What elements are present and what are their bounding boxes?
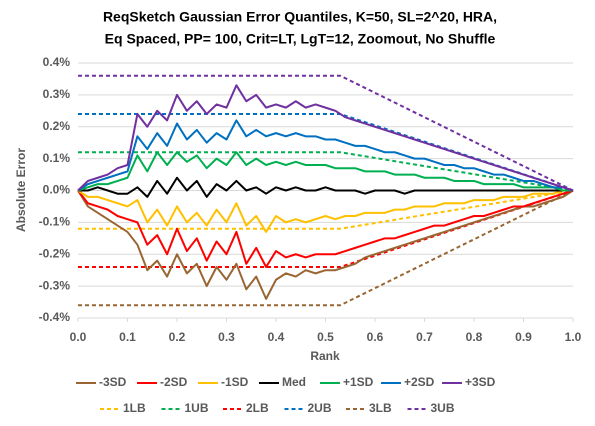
series-line [78, 189, 574, 268]
legend-label: 3LB [369, 401, 392, 415]
y-tick-label: 0.2% [43, 119, 71, 133]
x-tick-label: 0.5 [317, 330, 334, 344]
series-line [78, 189, 574, 307]
legend-label: 2LB [246, 401, 269, 415]
y-tick-label: -0.1% [39, 215, 71, 229]
y-tick-label: -0.2% [39, 246, 71, 260]
y-tick-label: 0.4% [43, 55, 71, 69]
x-tick-label: 0.4 [268, 330, 285, 344]
y-tick-label: 0.0% [43, 183, 71, 197]
y-tick-label: -0.4% [39, 310, 71, 324]
x-tick-label: 1.0 [565, 330, 582, 344]
chart-title: Eq Spaced, PP= 100, Crit=LT, LgT=12, Zoo… [105, 31, 496, 47]
y-tick-label: 0.3% [43, 87, 71, 101]
x-tick-label: 0.1 [119, 330, 136, 344]
x-tick-label: 0.6 [367, 330, 384, 344]
legend-label: -1SD [221, 375, 249, 389]
chart-title: ReqSketch Gaussian Error Quantiles, K=50… [103, 9, 497, 25]
legend-label: +3SD [465, 375, 496, 389]
x-tick-label: 0.8 [466, 330, 483, 344]
x-tick-label: 0.3 [218, 330, 235, 344]
legend-label: -2SD [160, 375, 188, 389]
x-tick-label: 0.9 [515, 330, 532, 344]
x-axis-title: Rank [310, 349, 340, 363]
legend-label: 2UB [308, 401, 332, 415]
series-line [77, 84, 574, 192]
series-line [77, 189, 574, 268]
legend-label: -3SD [99, 375, 127, 389]
y-tick-label: 0.1% [43, 151, 71, 165]
series-line [78, 189, 574, 230]
series-line [77, 151, 573, 192]
series-line [78, 176, 573, 198]
series-line [77, 189, 574, 300]
x-tick-label: 0.7 [416, 330, 433, 344]
legend-label: +2SD [404, 375, 435, 389]
y-axis-title: Absolute Error [14, 148, 28, 232]
legend-label: 1LB [123, 401, 146, 415]
x-tick-label: 0.0 [70, 330, 87, 344]
x-tick-label: 0.2 [169, 330, 186, 344]
series-line [78, 74, 574, 192]
y-tick-label: -0.3% [39, 278, 71, 292]
legend-label: 1UB [185, 401, 209, 415]
series-line [77, 119, 574, 192]
legend-label: Med [282, 375, 306, 389]
series-line [78, 151, 574, 192]
legend-label: +1SD [343, 375, 374, 389]
series-line [77, 189, 573, 233]
legend-label: 3UB [431, 401, 455, 415]
